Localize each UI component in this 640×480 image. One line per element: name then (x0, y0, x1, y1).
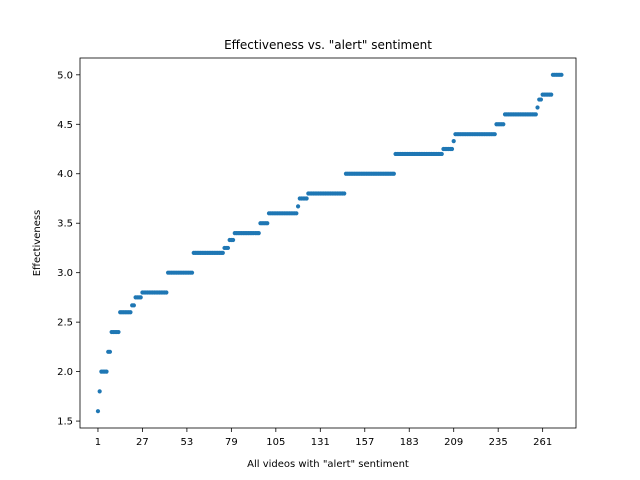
data-point (533, 112, 538, 117)
x-tick-label: 157 (355, 437, 374, 448)
y-tick-label: 2.5 (57, 318, 73, 329)
data-point (189, 270, 195, 275)
data-point (97, 389, 102, 394)
data-point (104, 369, 109, 374)
data-point (230, 237, 236, 243)
data-point (538, 97, 544, 102)
y-tick-label: 3.5 (57, 219, 73, 230)
y-tick-label: 4.5 (57, 120, 73, 131)
data-point (131, 303, 136, 308)
data-point (501, 122, 506, 127)
x-axis-label: All videos with "alert" sentiment (247, 459, 409, 470)
x-tick-label: 131 (311, 437, 330, 448)
data-point (116, 329, 121, 335)
x-tick-label: 209 (444, 437, 463, 448)
data-point (439, 151, 444, 157)
data-point (559, 72, 564, 77)
x-tick-label: 27 (136, 437, 149, 448)
data-point (449, 146, 455, 152)
data-point (549, 92, 554, 97)
x-tick-label: 183 (400, 437, 419, 448)
data-point (220, 250, 225, 255)
data-point (535, 105, 540, 110)
x-axis: 1 27 53 79 105 131 157 183 209 235 261 (95, 428, 552, 448)
x-tick-label: 53 (181, 437, 194, 448)
x-tick-label: 1 (95, 437, 101, 448)
y-axis: 1.5 2.0 2.5 3.0 3.5 4.0 4.5 5.0 (57, 70, 80, 428)
y-tick-label: 4.0 (57, 169, 73, 180)
y-tick-label: 3.0 (57, 268, 73, 279)
y-tick-label: 5.0 (57, 70, 73, 81)
y-axis-label: Effectiveness (32, 210, 43, 277)
data-point (391, 171, 396, 176)
data-point (294, 211, 299, 216)
data-point (265, 221, 270, 226)
chart-title: Effectiveness vs. "alert" sentiment (224, 38, 432, 52)
data-point (451, 139, 456, 144)
x-tick-label: 261 (533, 437, 552, 448)
data-point (304, 196, 309, 201)
x-tick-label: 105 (266, 437, 285, 448)
data-point (128, 310, 133, 315)
y-tick-label: 1.5 (57, 417, 73, 428)
data-point (138, 295, 143, 300)
data-point (95, 409, 101, 414)
data-point (164, 290, 169, 295)
x-tick-label: 79 (225, 437, 238, 448)
y-tick-label: 2.0 (57, 367, 73, 378)
data-point (107, 349, 113, 354)
data-point (295, 204, 301, 209)
plot-frame (79, 57, 577, 429)
data-point (225, 245, 231, 251)
data-point (256, 231, 261, 236)
x-tick-label: 235 (489, 437, 508, 448)
data-point (492, 132, 497, 137)
data-points (95, 72, 564, 414)
data-point (342, 191, 347, 196)
